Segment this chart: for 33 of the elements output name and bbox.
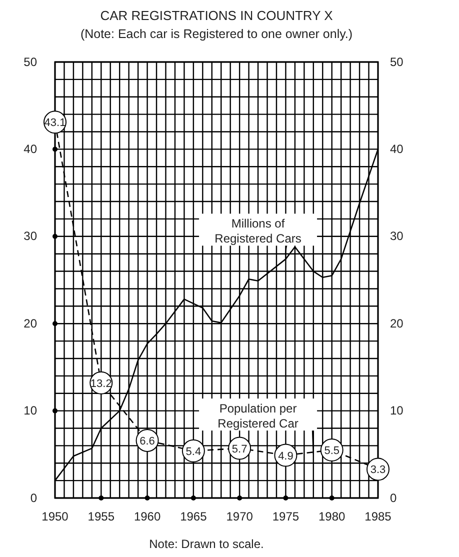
x-tick-label: 1955: [88, 510, 115, 524]
y-tick-label: 40: [24, 142, 38, 156]
y-tick-label: 50: [24, 54, 38, 69]
data-label: 5.7: [232, 443, 248, 456]
y2-tick-label: 20: [390, 316, 404, 330]
data-label: 5.5: [324, 445, 340, 458]
chart-subtitle: (Note: Each car is Registered to one owner only.): [80, 27, 353, 41]
x-tick-label: 1960: [134, 510, 161, 524]
series-label: Millions of Registered Cars: [214, 216, 302, 246]
x-tick-label: 1985: [364, 510, 392, 524]
x-tick-label: 1950: [42, 510, 69, 524]
y-tick-label: 0: [30, 490, 38, 505]
chart-title: CAR REGISTRATIONS IN COUNTRY X: [100, 8, 334, 23]
y2-tick-label: 0: [390, 490, 397, 505]
y2-tick-label: 40: [390, 142, 404, 156]
y2-tick-label: 50: [390, 54, 404, 69]
y-tick-label: 10: [24, 404, 38, 418]
data-label: 6.6: [140, 435, 155, 448]
data-label: 43.1: [44, 117, 66, 130]
y2-tick-label: 30: [390, 229, 404, 244]
x-tick-label: 1970: [226, 510, 254, 524]
data-label: 13.2: [90, 378, 112, 390]
x-tick-label: 1980: [318, 510, 346, 524]
y-tick-label: 30: [24, 229, 38, 244]
series-label: Population per Registered Car: [218, 402, 298, 431]
text: Note: Drawn to scale.: [149, 537, 264, 551]
data-label: 4.9: [278, 450, 294, 462]
x-tick-label: 1975: [272, 510, 300, 524]
data-label: 3.3: [370, 464, 386, 476]
y-tick-label: 20: [24, 316, 38, 330]
x-tick-label: 1965: [180, 510, 208, 524]
data-label: 5.4: [186, 446, 202, 458]
y2-tick-label: 10: [390, 404, 404, 418]
